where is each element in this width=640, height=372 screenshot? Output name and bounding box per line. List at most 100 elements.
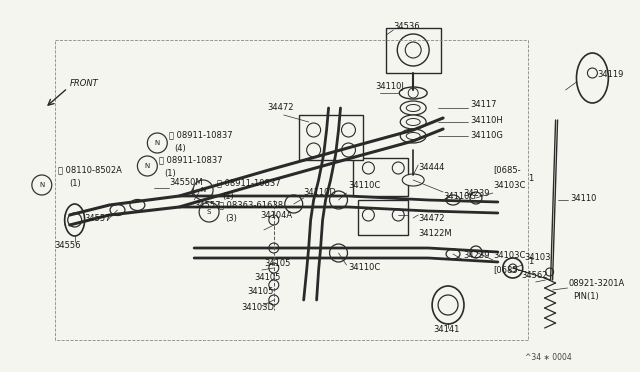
Circle shape (32, 175, 52, 195)
Text: 34110H: 34110H (470, 115, 502, 125)
Circle shape (307, 143, 321, 157)
Text: S: S (207, 209, 211, 215)
Text: 34536: 34536 (394, 22, 420, 31)
Circle shape (269, 215, 279, 225)
Text: 34472: 34472 (418, 214, 445, 222)
Circle shape (67, 215, 77, 225)
Ellipse shape (446, 195, 460, 205)
Ellipse shape (406, 132, 420, 140)
Text: 34562: 34562 (522, 270, 548, 279)
Text: N: N (155, 140, 160, 146)
Circle shape (269, 295, 279, 305)
Text: 34119: 34119 (597, 70, 624, 78)
Circle shape (362, 162, 374, 174)
Text: ⓝ 08110-8502A: ⓝ 08110-8502A (58, 166, 122, 174)
Text: N: N (39, 182, 44, 188)
Text: (1): (1) (70, 179, 81, 187)
Ellipse shape (400, 129, 426, 143)
Ellipse shape (403, 174, 424, 186)
Ellipse shape (577, 53, 609, 103)
Text: [0685-: [0685- (493, 266, 520, 275)
Text: 34105: 34105 (254, 273, 280, 282)
Circle shape (392, 209, 404, 221)
Circle shape (285, 195, 303, 213)
Text: (1): (1) (164, 169, 176, 177)
Text: 08921-3201A: 08921-3201A (568, 279, 625, 289)
Circle shape (509, 264, 516, 272)
Circle shape (68, 213, 82, 227)
Text: 34110C: 34110C (349, 263, 381, 273)
Circle shape (470, 192, 482, 204)
Text: 34110G: 34110G (443, 192, 476, 201)
Circle shape (269, 280, 279, 290)
Ellipse shape (406, 119, 420, 125)
Ellipse shape (446, 249, 460, 259)
Bar (299, 115, 364, 160)
Text: 34105: 34105 (264, 259, 290, 267)
Text: Ⓢ 08363-61638: Ⓢ 08363-61638 (219, 201, 283, 209)
Circle shape (362, 209, 374, 221)
Text: 34103: 34103 (525, 253, 551, 263)
Text: 34103D: 34103D (241, 302, 274, 311)
Ellipse shape (399, 87, 427, 99)
Text: [0685-: [0685- (493, 166, 520, 174)
Ellipse shape (65, 209, 79, 231)
Bar (353, 158, 408, 196)
Text: 1: 1 (528, 173, 533, 183)
Text: (1): (1) (222, 192, 234, 201)
Text: FRONT: FRONT (70, 78, 99, 87)
Ellipse shape (400, 101, 426, 115)
Text: ⓝ 08911-10837: ⓝ 08911-10837 (169, 131, 233, 140)
Text: 34104A: 34104A (260, 211, 292, 219)
Text: (4): (4) (174, 144, 186, 153)
Circle shape (546, 268, 554, 276)
Ellipse shape (406, 105, 420, 112)
Text: 34444: 34444 (418, 163, 445, 171)
Text: 34557: 34557 (84, 214, 111, 222)
Text: ⓝ 08911-10837: ⓝ 08911-10837 (217, 179, 281, 187)
Circle shape (269, 243, 279, 253)
Text: 34110D: 34110D (303, 187, 337, 196)
Ellipse shape (191, 186, 207, 198)
Text: 34239: 34239 (463, 250, 490, 260)
Text: 34103C: 34103C (493, 180, 525, 189)
Circle shape (342, 123, 355, 137)
Text: 34239: 34239 (463, 189, 490, 198)
Text: 34472: 34472 (267, 103, 293, 112)
Circle shape (438, 295, 458, 315)
Bar (387, 28, 441, 73)
Text: 34110: 34110 (570, 193, 597, 202)
Circle shape (199, 202, 219, 222)
Ellipse shape (130, 199, 145, 211)
Circle shape (330, 244, 348, 262)
Text: N: N (145, 163, 150, 169)
Circle shape (588, 68, 597, 78)
Text: 34141: 34141 (433, 326, 460, 334)
Text: 34110G: 34110G (470, 131, 503, 140)
Text: 34110J: 34110J (376, 81, 404, 90)
Circle shape (330, 191, 348, 209)
Circle shape (193, 180, 213, 200)
Text: 34110C: 34110C (349, 180, 381, 189)
Circle shape (342, 143, 355, 157)
Text: ^34 ∗ 0004: ^34 ∗ 0004 (525, 353, 572, 362)
Circle shape (405, 42, 421, 58)
Text: ⓝ 08911-10837: ⓝ 08911-10837 (159, 155, 223, 164)
Text: 34550M: 34550M (169, 177, 203, 186)
Text: N: N (200, 187, 205, 193)
Text: 1: 1 (528, 257, 533, 266)
Text: PIN(1): PIN(1) (573, 292, 599, 301)
Circle shape (392, 162, 404, 174)
Circle shape (307, 123, 321, 137)
Text: 34105: 34105 (247, 288, 273, 296)
Circle shape (470, 246, 482, 258)
Text: 34122M: 34122M (418, 228, 452, 237)
Circle shape (138, 156, 157, 176)
Text: 34557: 34557 (194, 201, 221, 209)
Ellipse shape (65, 204, 84, 236)
Text: 34103C: 34103C (493, 250, 525, 260)
Bar (358, 200, 408, 235)
Text: 34117: 34117 (470, 99, 497, 109)
Ellipse shape (400, 115, 426, 129)
Ellipse shape (110, 205, 125, 215)
